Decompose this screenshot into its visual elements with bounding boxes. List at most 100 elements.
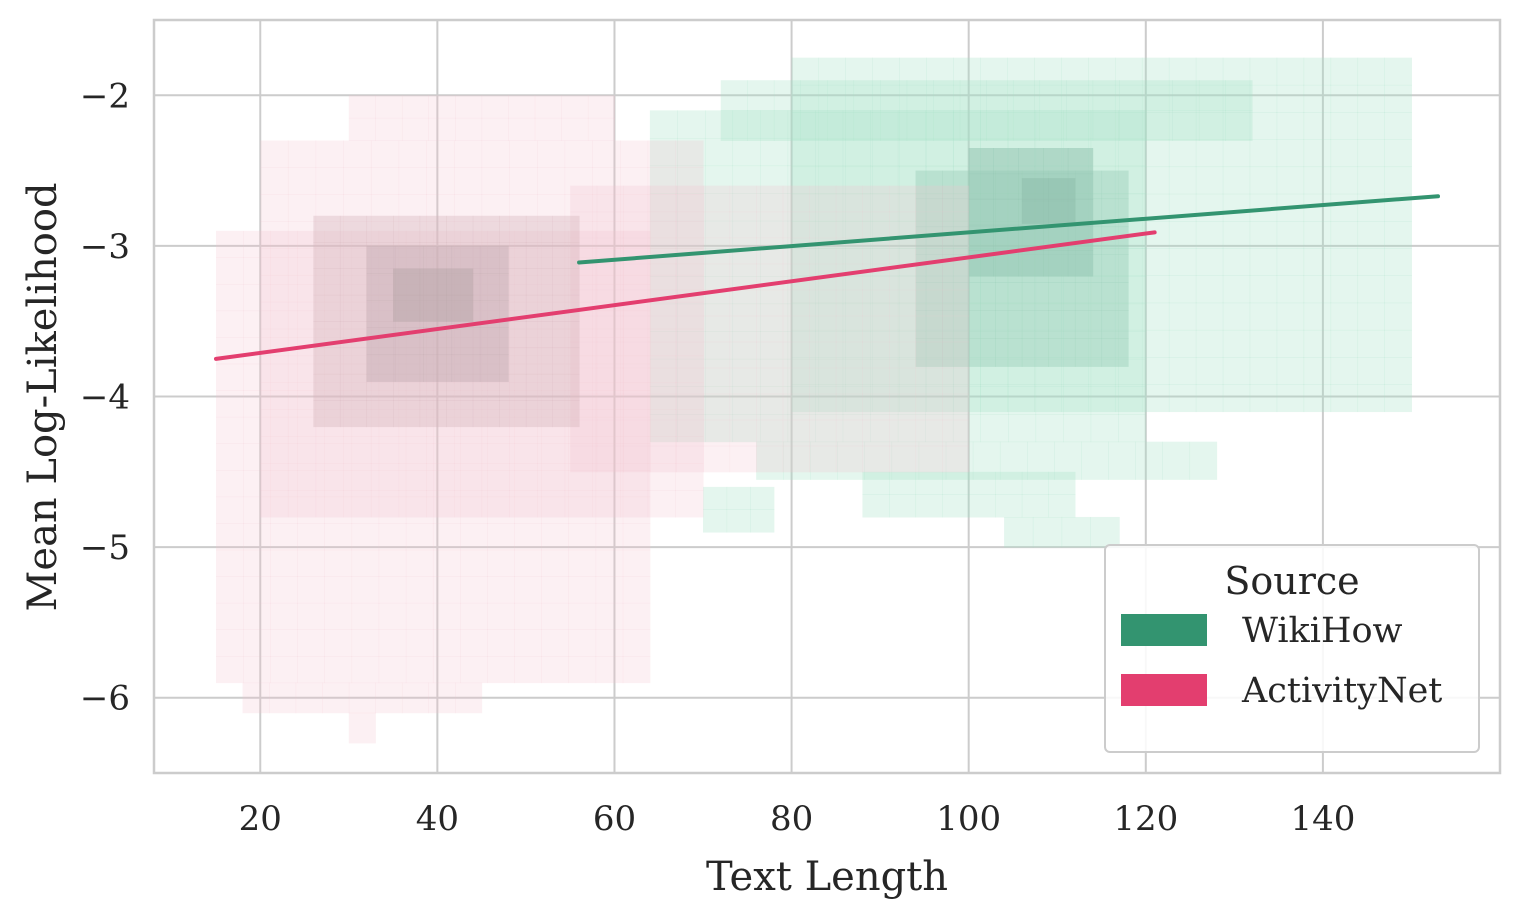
histogram-bin [649,419,677,447]
histogram-bin [870,386,899,415]
histogram-bin [514,390,542,418]
histogram-bin [1249,57,1278,86]
histogram-bin [564,436,593,464]
histogram-bin [925,331,954,360]
histogram-bin [782,445,810,473]
histogram-bin [432,549,461,577]
histogram-bin [926,384,954,413]
histogram-bin [995,170,1023,200]
histogram-bin-shade [393,242,421,269]
histogram-bin [287,194,317,222]
histogram-bin [260,221,289,249]
histogram-bin [649,393,677,421]
histogram-bin [986,110,1014,141]
histogram-bin [405,496,434,524]
histogram-bin [925,165,954,194]
histogram-bin [1141,357,1170,385]
histogram-bin [525,242,553,269]
histogram-bin [845,302,873,331]
histogram-bin [370,167,400,195]
histogram-bin [313,215,341,243]
histogram-bin [460,470,488,498]
histogram-bin [704,303,734,332]
histogram-bin-shade [479,245,509,274]
histogram-bin [1074,170,1103,200]
histogram-bin [324,416,353,444]
histogram-bin [243,416,271,444]
histogram-bin [552,347,580,375]
histogram-bin [313,294,341,322]
histogram-bin [313,347,341,375]
histogram-bin [1189,441,1218,480]
histogram-bin [942,445,970,473]
histogram-bin [472,215,500,243]
histogram-bin [479,273,509,301]
histogram-bin [815,303,844,332]
histogram-bin-shade [313,215,341,243]
histogram-bin [1249,112,1278,140]
histogram-bin [899,302,927,331]
histogram-bin-shade [499,400,527,428]
histogram-bin [729,367,757,395]
histogram-bin [704,358,734,387]
histogram-bin [1090,137,1119,167]
histogram-bin [313,400,341,428]
histogram-bin [351,283,380,312]
histogram-bin-shade [552,373,580,401]
histogram-bin [592,436,621,464]
histogram-bin [1074,338,1103,367]
histogram-bin [541,656,570,684]
histogram-bin [1090,193,1119,222]
histogram-bin [1043,250,1069,277]
histogram-bin [1141,139,1170,168]
histogram-bin [677,386,706,415]
histogram-bin [1222,166,1251,195]
histogram-bin [1249,220,1278,249]
histogram-bin [1034,302,1062,331]
histogram-bin [1088,193,1116,222]
histogram-bin [1007,357,1035,385]
histogram-bin [401,682,430,714]
histogram-bin [1222,302,1251,331]
histogram-bin [1384,275,1412,304]
x-tick-label: 120 [1113,799,1178,839]
histogram-bin [676,315,704,343]
histogram-bin [378,416,407,444]
histogram-bin [541,443,570,471]
histogram-bin [343,167,372,195]
histogram-bin [398,490,427,518]
histogram-bin [514,496,542,524]
histogram-bin [1119,110,1147,141]
histogram-bin [1034,275,1062,304]
histogram-bin [842,386,871,415]
histogram-bin [525,400,553,428]
histogram-bin [536,382,566,410]
histogram-bin [897,303,926,332]
histogram-bin-shade [1074,310,1103,339]
histogram-bin [481,274,510,303]
histogram-bin [481,436,510,464]
histogram-bin [787,248,816,277]
histogram-bin-shade [1074,338,1103,367]
histogram-bin [926,84,954,113]
histogram-bin [1035,358,1064,387]
histogram-bin-shade [942,170,970,200]
histogram-bin [508,117,536,141]
histogram-bin [1118,193,1147,222]
histogram-bin [297,230,325,258]
histogram-bin [791,357,820,385]
histogram-bin [570,211,598,239]
histogram-bin [622,443,651,471]
histogram-bin [564,490,593,518]
histogram-bin [242,682,270,714]
histogram-bin [215,390,244,418]
histogram-bin [487,283,515,312]
histogram-bin [1330,220,1359,249]
histogram-bin [378,523,407,551]
histogram-bin [842,331,871,360]
histogram-bin [809,185,837,213]
histogram-bin [260,140,289,168]
histogram-bin [541,549,570,577]
histogram-bin [620,221,649,249]
histogram-bin-shade [366,300,396,328]
